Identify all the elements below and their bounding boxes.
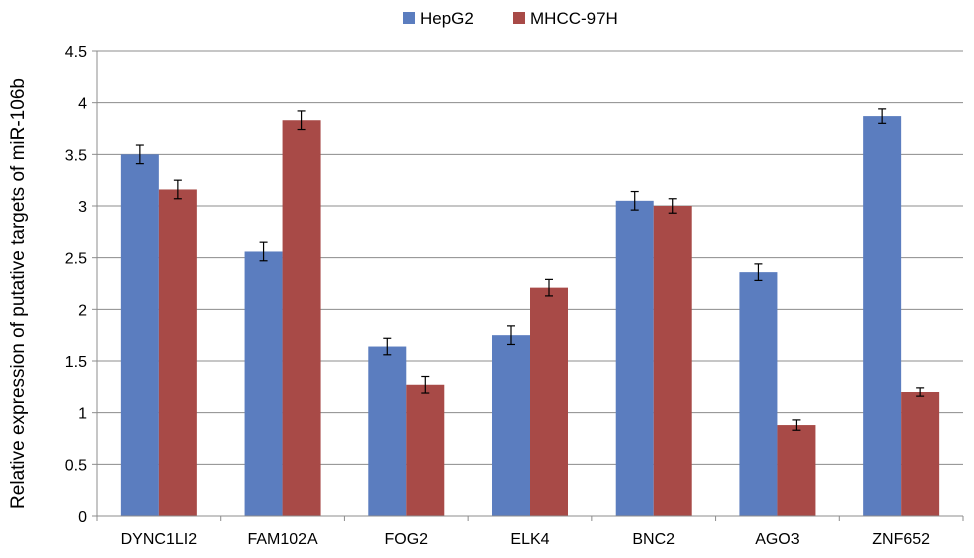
- error-bar: [878, 108, 887, 124]
- x-category-label: ZNF652: [872, 531, 930, 548]
- y-tick-label: 0.5: [65, 457, 87, 474]
- x-category-label: FAM102A: [247, 531, 318, 548]
- error-bar: [754, 263, 763, 281]
- bar-hepg2-znf652: [863, 116, 902, 516]
- error-bar: [297, 110, 306, 131]
- y-tick-label: 3: [78, 199, 87, 216]
- error-bar: [630, 190, 639, 211]
- bar-mhcc-97h-fam102a: [282, 120, 321, 516]
- x-category-label: AGO3: [755, 531, 800, 548]
- y-tick-label: 1: [78, 406, 87, 423]
- y-tick-labels: 0 0.5 1 1.5 2 2.5 3 3.5 4 4.5: [65, 44, 87, 526]
- error-bar: [507, 325, 515, 346]
- x-category-label: DYNC1LI2: [121, 531, 198, 548]
- gridlines: [97, 50, 963, 465]
- legend-swatch: [513, 12, 525, 24]
- axes: [92, 50, 964, 521]
- x-category-label: FOG2: [385, 531, 429, 548]
- y-tick-label: 1.5: [65, 354, 87, 371]
- y-tick-label: 4.5: [65, 44, 87, 61]
- bar-mhcc-97h-elk4: [530, 287, 568, 516]
- error-bars: [135, 108, 925, 431]
- bar-hepg2-dync1li2: [120, 154, 159, 517]
- bar-mhcc-97h-znf652: [901, 392, 940, 516]
- bar-mhcc-97h-bnc2: [653, 206, 692, 516]
- y-tick-label: 2: [78, 302, 87, 319]
- error-bar: [916, 387, 925, 397]
- y-axis-title: Relative expression of putative targets …: [8, 78, 29, 509]
- bar-mhcc-97h-fog2: [406, 384, 445, 516]
- x-category-label: ELK4: [510, 531, 549, 548]
- error-bar: [668, 198, 677, 214]
- y-tick-label: 2.5: [65, 251, 87, 268]
- error-bar: [173, 179, 182, 200]
- bar-hepg2-fog2: [368, 346, 407, 516]
- x-category-labels: DYNC1LI2 FAM102A FOG2 ELK4 BNC2 AGO3 ZNF652: [121, 531, 931, 548]
- bar-hepg2-elk4: [492, 335, 530, 516]
- error-bar: [792, 419, 801, 431]
- bar-mhcc-97h-ago3: [777, 425, 816, 516]
- legend-item: MHCC-97H: [513, 9, 618, 28]
- y-tick-label: 4: [78, 96, 87, 113]
- legend-swatch: [403, 12, 415, 24]
- bars: [120, 116, 940, 517]
- error-bar: [421, 375, 430, 394]
- legend-label: HepG2: [420, 9, 474, 28]
- bar-hepg2-bnc2: [615, 200, 654, 517]
- bar-hepg2-ago3: [739, 272, 778, 516]
- y-tick-label: 3.5: [65, 147, 87, 164]
- legend: HepG2 MHCC-97H: [403, 9, 618, 28]
- error-bar: [545, 278, 553, 297]
- error-bar: [135, 144, 144, 165]
- y-tick-label: 0: [78, 509, 87, 526]
- error-bar: [259, 241, 268, 262]
- error-bar: [383, 337, 392, 356]
- x-category-label: BNC2: [632, 531, 675, 548]
- bar-mhcc-97h-dync1li2: [158, 189, 197, 516]
- bar-hepg2-fam102a: [244, 251, 283, 516]
- legend-item: HepG2: [403, 9, 474, 28]
- legend-label: MHCC-97H: [530, 9, 618, 28]
